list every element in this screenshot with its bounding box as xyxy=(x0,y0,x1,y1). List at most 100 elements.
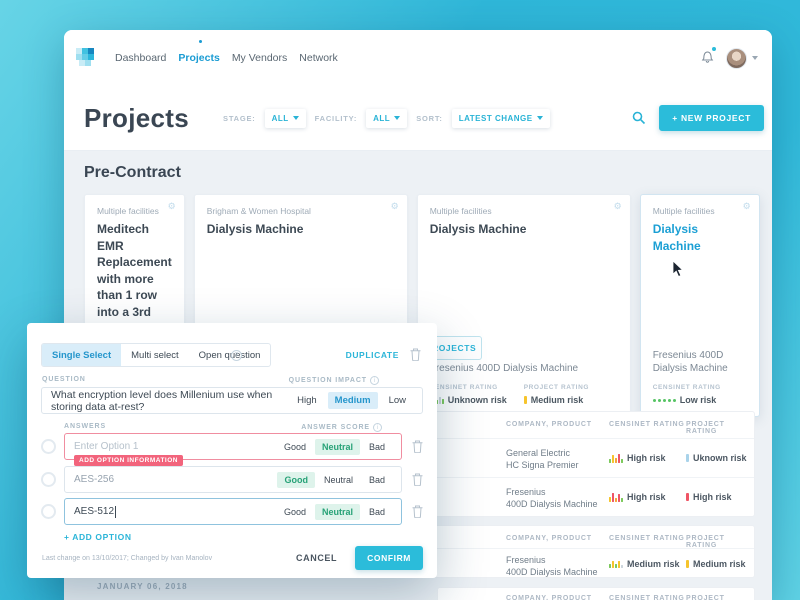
cancel-button[interactable]: CANCEL xyxy=(296,553,338,563)
trash-icon[interactable] xyxy=(410,348,421,361)
single-bar-icon xyxy=(686,560,689,568)
trash-icon[interactable] xyxy=(412,473,423,486)
search-icon[interactable] xyxy=(632,111,646,125)
app-logo[interactable] xyxy=(76,48,96,68)
answer-row: AES-256 Good Neutral Bad xyxy=(41,466,423,493)
active-tab-dot-icon xyxy=(199,40,203,43)
date-group-heading: JANUARY 06, 2018 xyxy=(97,582,188,591)
facility-label: Multiple facilities xyxy=(97,206,159,216)
help-icon[interactable] xyxy=(231,350,242,361)
col-project-rating: PROJECT RATING xyxy=(686,535,725,549)
ratings: CENSINET RATING Low risk xyxy=(652,384,747,405)
top-right-controls xyxy=(701,46,758,69)
col-censinet-rating: CENSINET RATING xyxy=(609,595,685,600)
chevron-down-icon xyxy=(752,56,758,60)
single-bar-icon xyxy=(686,493,689,501)
single-bar-icon xyxy=(686,454,689,462)
user-menu[interactable] xyxy=(726,47,758,69)
mini-bar-chart-icon xyxy=(609,453,623,463)
answer-score-label: ANSWER SCORE xyxy=(301,423,382,432)
filters: STAGE: ALL FACILITY: ALL SORT: LATEST CH… xyxy=(223,108,550,128)
question-input[interactable]: What encryption level does Millenium use… xyxy=(41,387,423,414)
project-card[interactable]: Multiple facilities ⚙ Dialysis Machine F… xyxy=(416,194,631,418)
answer-input-focused[interactable]: AES-512 Good Neutral Bad xyxy=(64,498,402,525)
page-title: Projects xyxy=(84,102,190,133)
answer-input[interactable]: AES-256 Good Neutral Bad xyxy=(64,466,402,493)
tab-single-select[interactable]: Single Select xyxy=(42,344,122,366)
score-good[interactable]: Good xyxy=(283,506,306,517)
col-company-product: COMPANY, PRODUCT xyxy=(506,595,592,600)
project-cards: Multiple facilities ⚙ Meditech EMR Repla… xyxy=(84,194,760,418)
trash-icon[interactable] xyxy=(412,505,423,518)
gear-icon[interactable]: ⚙ xyxy=(613,201,622,211)
nav-item-network[interactable]: Network xyxy=(299,52,338,64)
score-bad[interactable]: Bad xyxy=(368,474,385,485)
error-badge: ADD OPTION INFORMATION xyxy=(74,455,183,466)
gear-icon[interactable]: ⚙ xyxy=(390,201,399,211)
answer-input-error[interactable]: Enter Option 1 Good Neutral Bad ADD OPTI… xyxy=(64,433,402,466)
confirm-button[interactable]: CONFIRM xyxy=(355,546,423,570)
score-bad[interactable]: Bad xyxy=(368,441,385,452)
censinet-rating-label: CENSINET RATING xyxy=(652,384,721,392)
info-icon[interactable] xyxy=(370,376,379,385)
question-impact-label: QUESTION IMPACT xyxy=(289,376,379,385)
top-nav: Dashboard Projects My Vendors Network xyxy=(76,30,758,86)
facility-filter-dropdown[interactable]: ALL xyxy=(366,108,408,128)
table-header: COMPANY, PRODUCT CENSINET RATING PROJECT… xyxy=(438,588,754,600)
gear-icon[interactable]: ⚙ xyxy=(167,201,176,211)
tab-multi-select[interactable]: Multi select xyxy=(131,349,179,361)
censinet-rating-label: CENSINET RATING xyxy=(429,384,498,392)
score-good-selected[interactable]: Good xyxy=(277,471,315,488)
facility-label: Multiple facilities xyxy=(652,206,715,216)
table-header: COMPANY, PRODUCT CENSINET RATING PROJECT… xyxy=(85,412,754,438)
score-good[interactable]: Good xyxy=(283,441,306,452)
avatar xyxy=(726,47,747,69)
add-option-button[interactable]: + ADD OPTION xyxy=(64,532,132,542)
impact-toggle: High Medium Low xyxy=(290,392,413,409)
nav-item-projects[interactable]: Projects xyxy=(178,40,220,68)
duplicate-button[interactable]: DUPLICATE xyxy=(345,350,399,360)
product-name: Fresenius 400D Dialysis Machine xyxy=(429,363,579,375)
sort-filter-dropdown[interactable]: LATEST CHANGE xyxy=(451,108,550,128)
notification-bell-icon[interactable] xyxy=(701,46,716,68)
mouse-cursor xyxy=(672,260,684,278)
table-header: COMPANY, PRODUCT CENSINET RATING PROJECT… xyxy=(85,526,754,549)
impact-low[interactable]: Low xyxy=(388,395,406,406)
col-company-product: COMPANY, PRODUCT xyxy=(506,535,592,542)
col-project-rating: PROJECT RATING xyxy=(686,421,725,435)
nav-item-my-vendors[interactable]: My Vendors xyxy=(231,52,288,64)
radio-button[interactable] xyxy=(41,472,56,487)
project-card-highlighted[interactable]: Multiple facilities ⚙ Dialysis Machine F… xyxy=(639,194,760,418)
score-toggle: Good Neutral Bad xyxy=(277,503,392,520)
info-icon[interactable] xyxy=(373,423,382,432)
score-bad[interactable]: Bad xyxy=(368,506,385,517)
trash-icon[interactable] xyxy=(412,440,423,453)
radio-button[interactable] xyxy=(41,439,56,454)
col-censinet-rating: CENSINET RATING xyxy=(609,421,685,428)
chevron-down-icon xyxy=(394,116,401,120)
company-product-cell: Fresenius 400D Dialysis Machine xyxy=(506,487,598,510)
company-product-cell: General Electric HC Signa Premier xyxy=(506,448,579,471)
project-rating-value: Medium risk xyxy=(693,559,746,569)
answers-label: ANSWERS xyxy=(64,423,107,430)
answer-placeholder: Enter Option 1 xyxy=(74,441,139,452)
tab-open-question[interactable]: Open question xyxy=(198,349,261,361)
chevron-down-icon xyxy=(536,116,543,120)
score-neutral-selected[interactable]: Neutral xyxy=(314,503,360,520)
stage-filter-value: ALL xyxy=(271,113,289,123)
modal-footer: Last change on 13/10/2017; Changed by Iv… xyxy=(42,546,423,570)
gear-icon[interactable]: ⚙ xyxy=(742,201,751,211)
radio-button[interactable] xyxy=(41,504,56,519)
mini-bar-chart-icon xyxy=(609,560,623,568)
new-project-button[interactable]: + NEW PROJECT xyxy=(659,105,764,131)
question-editor-modal: Single Select Multi select Open question… xyxy=(27,323,437,578)
col-censinet-rating: CENSINET RATING xyxy=(609,535,685,542)
answer-row: AES-512 Good Neutral Bad xyxy=(41,498,423,525)
score-neutral-selected[interactable]: Neutral xyxy=(314,438,360,455)
stage-filter-dropdown[interactable]: ALL xyxy=(264,108,306,128)
impact-high[interactable]: High xyxy=(297,395,317,406)
impact-medium-selected[interactable]: Medium xyxy=(327,392,378,409)
sort-filter-label: SORT: xyxy=(416,113,443,123)
score-neutral[interactable]: Neutral xyxy=(323,474,353,485)
nav-item-dashboard[interactable]: Dashboard xyxy=(115,52,167,64)
